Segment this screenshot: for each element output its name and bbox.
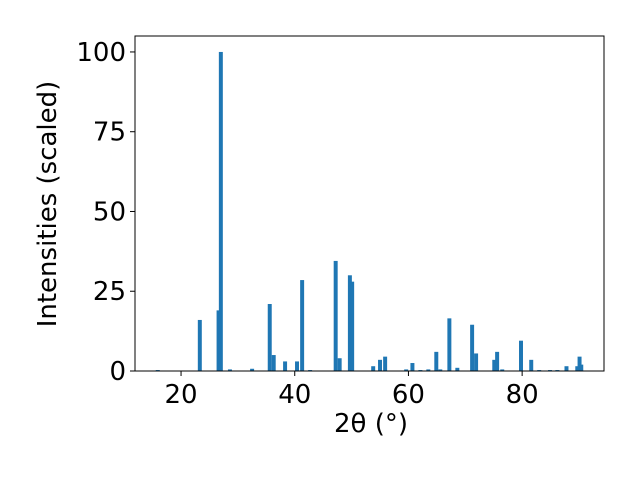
bar [333,260,338,371]
x-tick-label: 80 [506,380,539,410]
x-tick-label: 60 [392,380,425,410]
bar [447,318,452,371]
x-tick-label: 40 [278,380,311,410]
bar [434,351,439,371]
y-tick-label: 100 [76,38,126,68]
bar [492,359,497,371]
bar [410,363,415,371]
bar [438,369,443,371]
bar [579,364,584,371]
bar [577,356,582,371]
y-axis-label: Intensities (scaled) [33,81,63,328]
bar [470,324,475,371]
bar [300,280,305,371]
bar [197,319,202,371]
x-axis-label: 2θ (°) [334,409,408,439]
bar [350,281,355,371]
bar [283,361,288,371]
bar [495,351,500,371]
y-tick-label: 25 [93,277,126,307]
bar [218,51,223,371]
bar [347,275,352,371]
bar [500,369,505,371]
y-tick-label: 75 [93,118,126,148]
plot-frame [134,35,605,372]
bar [455,367,460,371]
bar [371,366,376,371]
bar [250,368,255,371]
bar [529,359,534,371]
bar [519,340,523,371]
bar [337,358,342,371]
bar [404,369,409,371]
bar [271,355,276,371]
bar [575,366,580,371]
y-tick-label: 0 [109,357,126,387]
bar [474,353,479,371]
bar [216,310,221,371]
bar [267,304,272,371]
x-tick-label: 20 [165,380,198,410]
bar [227,369,232,371]
y-tick-label: 50 [93,197,126,227]
bar [426,369,431,371]
bar [295,361,300,371]
bar [564,366,569,371]
bar [378,359,383,371]
bar [383,356,388,371]
